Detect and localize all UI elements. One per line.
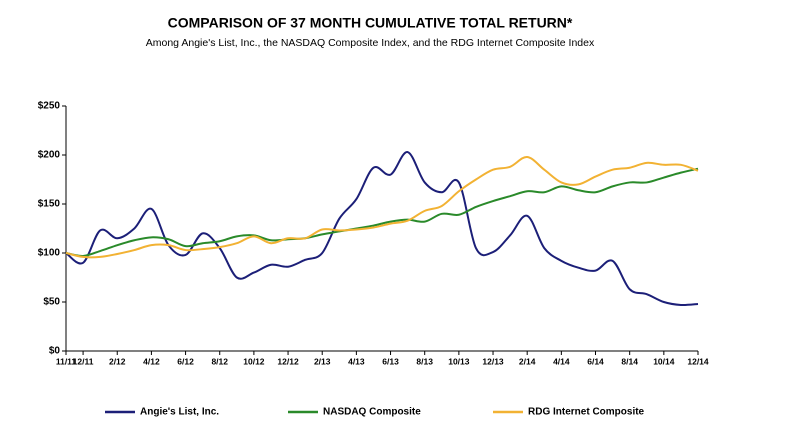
chart-subtitle: Among Angie's List, Inc., the NASDAQ Com… bbox=[146, 37, 595, 49]
x-tick-label: 2/12 bbox=[109, 356, 126, 366]
y-tick-label: $250 bbox=[38, 101, 61, 112]
x-tick-label: 6/13 bbox=[382, 356, 399, 366]
y-tick-label: $100 bbox=[38, 248, 61, 259]
series-line bbox=[65, 167, 699, 257]
x-tick-label: 12/13 bbox=[482, 356, 504, 366]
x-tick-label: 10/14 bbox=[653, 356, 675, 366]
x-tick-label: 10/12 bbox=[243, 356, 265, 366]
legend-label: Angie's List, Inc. bbox=[140, 407, 219, 418]
x-tick-label: 4/12 bbox=[143, 356, 160, 366]
y-tick-label: $50 bbox=[43, 297, 60, 308]
x-tick-label: 2/14 bbox=[519, 356, 536, 366]
x-tick-label: 11/11 bbox=[56, 356, 77, 366]
x-tick-label: 10/13 bbox=[448, 356, 470, 366]
legend-label: NASDAQ Composite bbox=[323, 407, 421, 418]
legend-label: RDG Internet Composite bbox=[528, 407, 645, 418]
series-line bbox=[65, 155, 699, 259]
series-line bbox=[65, 151, 699, 306]
y-tick-label: $200 bbox=[38, 150, 61, 161]
x-tick-label: 12/12 bbox=[277, 356, 299, 366]
x-tick-label: 2/13 bbox=[314, 356, 331, 366]
y-tick-label: $150 bbox=[38, 199, 61, 210]
x-tick-label: 4/14 bbox=[553, 356, 570, 366]
x-tick-label: 6/14 bbox=[587, 356, 604, 366]
x-tick-label: 8/12 bbox=[211, 356, 228, 366]
x-tick-label: 12/11 bbox=[73, 356, 94, 366]
x-tick-label: 12/14 bbox=[687, 356, 709, 366]
x-tick-label: 6/12 bbox=[177, 356, 194, 366]
chart-title: COMPARISON OF 37 MONTH CUMULATIVE TOTAL … bbox=[168, 15, 573, 31]
x-tick-label: 8/13 bbox=[416, 356, 433, 366]
y-tick-label: $0 bbox=[49, 346, 61, 357]
x-tick-label: 8/14 bbox=[621, 356, 638, 366]
x-tick-label: 4/13 bbox=[348, 356, 365, 366]
